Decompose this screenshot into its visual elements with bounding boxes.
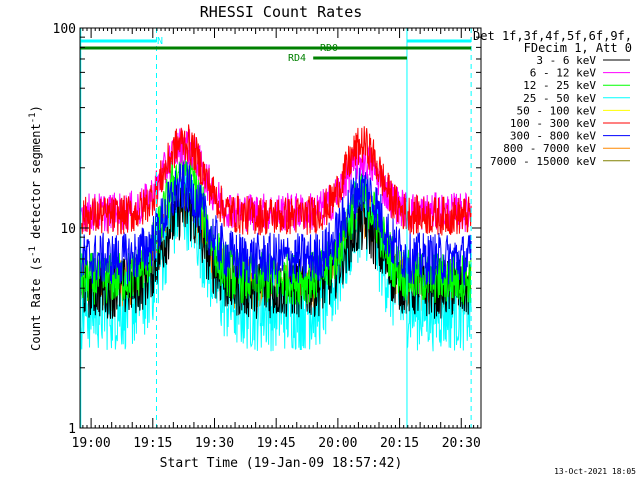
y-axis-label: Count Rate (s-1 detector segment-1) [28, 105, 43, 351]
y-axis-label-sup2: -1 [28, 112, 38, 123]
legend-header-line2: FDecim 1, Att 0 [524, 41, 632, 55]
x-tick-label-1900: 19:00 [72, 436, 111, 451]
state-label-rd4: RD4 [288, 53, 306, 64]
footer-date: 13-Oct-2021 18:05 [554, 467, 636, 476]
legend-label-6: 100 - 300 keV [510, 117, 596, 130]
legend-label-8: 800 - 7000 keV [503, 142, 596, 155]
x-tick-label-2015: 20:15 [380, 436, 419, 451]
state-label-rd0: RD0 [320, 43, 338, 54]
series-line-7 [80, 162, 472, 286]
y-tick-label-10: 10 [60, 222, 76, 237]
x-tick-label-2030: 20:30 [442, 436, 481, 451]
legend-label-4: 25 - 50 keV [523, 92, 596, 105]
legend-label-9: 7000 - 15000 keV [490, 155, 596, 168]
y-axis-label-end: ) [29, 105, 43, 112]
x-tick-label-1915: 19:15 [133, 436, 172, 451]
x-tick-label-1945: 19:45 [257, 436, 296, 451]
plot-content [80, 28, 472, 428]
legend-label-5: 50 - 100 keV [517, 104, 597, 117]
state-label-n: N [157, 36, 163, 47]
y-axis-label-main: Count Rate (s [29, 257, 43, 351]
x-tick-label-1930: 19:30 [195, 436, 234, 451]
legend-label-1: 3 - 6 keV [536, 54, 596, 67]
legend-label-2: 6 - 12 keV [530, 67, 597, 80]
legend-label-7: 300 - 800 keV [510, 130, 596, 143]
y-axis-label-sup1: -1 [28, 246, 38, 257]
chart-title: RHESSI Count Rates [200, 3, 363, 21]
legend-header-line1: Det 1f,3f,4f,5f,6f,9f, [473, 29, 632, 43]
series-line-6 [80, 124, 472, 236]
y-tick-label-1: 1 [68, 422, 76, 437]
x-axis-label: Start Time (19-Jan-09 18:57:42) [160, 456, 403, 471]
legend-label-3: 12 - 25 keV [523, 79, 596, 92]
y-tick-label-100: 100 [53, 22, 76, 37]
y-axis-label-mid: detector segment [29, 123, 43, 246]
x-tick-label-2000: 20:00 [318, 436, 357, 451]
axes: 1 10 100 19:00 19:15 19:30 19:45 20:00 20:15 20:3… [53, 22, 482, 451]
legend: Det 1f,3f,4f,5f,6f,9f, FDecim 1, Att 0 3… [473, 29, 632, 168]
plot-area: N RD0 RD4 [80, 28, 472, 428]
